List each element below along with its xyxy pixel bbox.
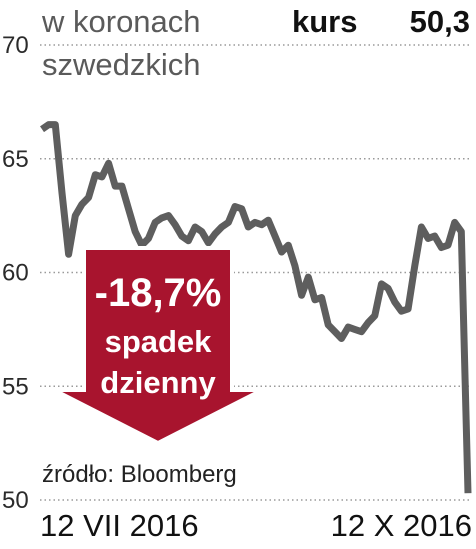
price-line — [40, 121, 472, 494]
y-tick-label-70: 70 — [2, 32, 29, 59]
down-arrow-icon — [53, 246, 263, 446]
chart-title-line-1: w koronach — [41, 4, 201, 39]
y-tick-label-55: 55 — [2, 373, 29, 400]
y-tick-label-50: 50 — [2, 487, 29, 514]
chart-title-line-2: szwedzkich — [42, 47, 201, 82]
y-tick-label-65: 65 — [2, 146, 29, 173]
x-tick-label-end: 12 X 2016 — [331, 508, 472, 543]
price-line-series — [40, 121, 472, 494]
drop-label-line-2: dzienny — [100, 365, 216, 400]
x-tick-label-start: 12 VII 2016 — [40, 508, 199, 543]
daily-drop-badge: -18,7% spadek dzienny — [53, 246, 263, 446]
drop-label-line-1: spadek — [105, 324, 213, 359]
y-tick-label-60: 60 — [2, 260, 29, 287]
kurs-value: 50,3 — [410, 4, 470, 39]
drop-percent-label: -18,7% — [95, 271, 222, 315]
y-axis-ticks: 70 65 60 55 50 — [2, 32, 29, 514]
source-note: źródło: Bloomberg — [42, 461, 237, 488]
kurs-label: kurs — [292, 4, 357, 39]
